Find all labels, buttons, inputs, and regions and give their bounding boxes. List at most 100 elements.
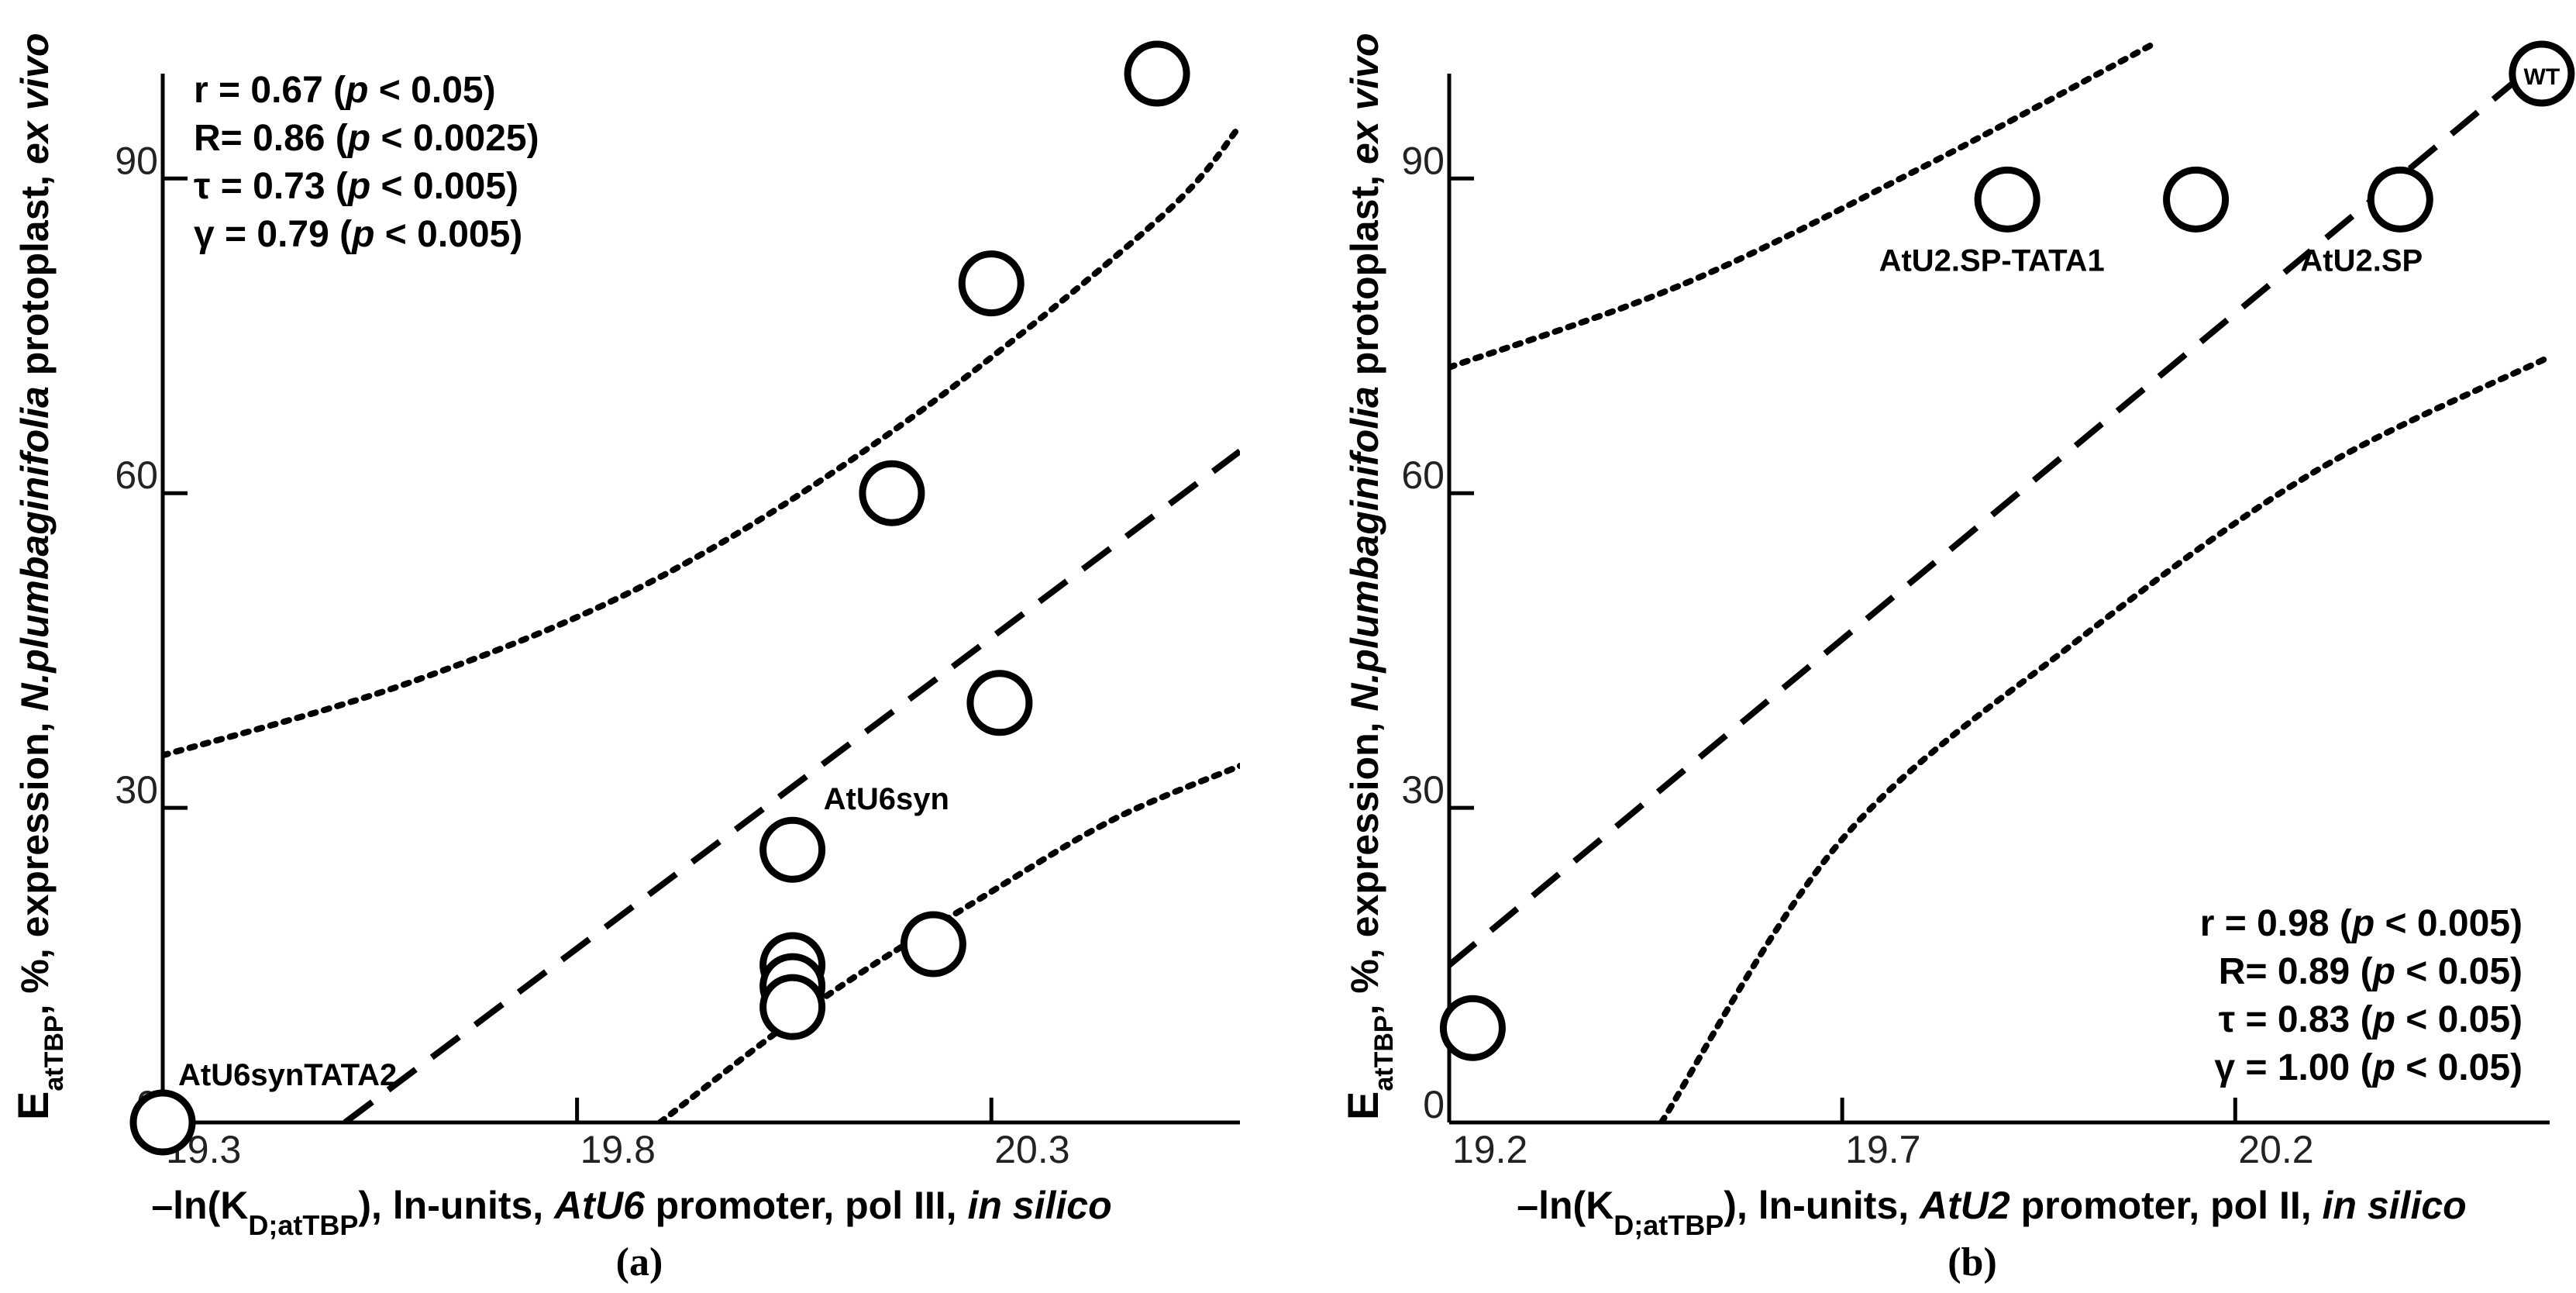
- stat-text: < 0.005): [2375, 903, 2523, 944]
- x-title-italic: AtU2: [1918, 1184, 2010, 1227]
- stat-p-symbol: p: [2371, 1047, 2395, 1088]
- x-title-text: –ln(K: [1517, 1184, 1613, 1227]
- y-title-text: , %, expression,: [1343, 712, 1386, 1015]
- data-point: [1974, 166, 2040, 233]
- point-label: AtU6syn: [824, 782, 949, 816]
- y-title-subscript: atTBP: [1369, 1015, 1399, 1091]
- confidence-band-lower: [1658, 353, 2550, 1122]
- regression-line: [1449, 50, 2550, 968]
- x-tick-label: 19.2: [1452, 1128, 1527, 1171]
- x-tick-label: 19.8: [580, 1128, 656, 1171]
- stat-text: τ = 0.83 (: [2219, 999, 2373, 1040]
- stat-text: γ = 0.79 (: [194, 214, 352, 255]
- x-tick-label: 20.2: [2238, 1128, 2313, 1171]
- x-title-subscript: D;atTBP: [248, 1209, 358, 1241]
- y-title-italic: ex vivo: [1343, 33, 1386, 164]
- stat-text: < 0.005): [370, 166, 518, 207]
- stat-line: R= 0.86 (p < 0.0025): [194, 118, 539, 159]
- stat-p-symbol: p: [350, 214, 374, 255]
- stat-p-symbol: p: [2350, 903, 2375, 944]
- x-title-text: promoter, pol II,: [2010, 1184, 2323, 1227]
- stat-text: r = 0.67 (: [194, 70, 346, 111]
- data-point: [129, 1089, 196, 1156]
- x-tick-label: 19.7: [1845, 1128, 1920, 1171]
- x-title-text: promoter, pol III,: [645, 1184, 968, 1227]
- y-tick-label: 60: [1401, 453, 1445, 497]
- x-axis-title: –ln(KD;atTBP), ln-units, AtU6 promoter, …: [151, 1184, 1111, 1241]
- stat-line: R= 0.89 (p < 0.05): [2219, 951, 2523, 992]
- stat-text: < 0.05): [2395, 999, 2523, 1040]
- data-point: [759, 816, 826, 883]
- x-title-text: ), ln-units,: [1724, 1184, 1920, 1227]
- stat-p-symbol: p: [346, 166, 370, 207]
- data-point: [2509, 40, 2575, 107]
- y-tick-label: 90: [115, 139, 158, 182]
- stat-p-symbol: p: [346, 118, 370, 159]
- chart-panel-b: 0 30 60 90 19.2 19.7 20.2 AtU2.SP-TATA1 AtU2.SP W…: [1338, 33, 2575, 1284]
- x-title-text: ), ln-units,: [358, 1184, 554, 1227]
- confidence-band-upper: [163, 122, 1240, 759]
- stat-p-symbol: p: [344, 70, 368, 111]
- y-tick-label: 0: [1423, 1083, 1445, 1126]
- data-point: [958, 250, 1025, 317]
- data-point: [966, 670, 1033, 736]
- y-tick-label: 30: [115, 768, 158, 812]
- confidence-band-lower: [656, 763, 1240, 1122]
- y-title-italic: N.plumbaginifolia: [1343, 386, 1386, 711]
- y-title-italic: ex vivo: [13, 33, 57, 164]
- stat-line: τ = 0.73 (p < 0.005): [194, 166, 518, 207]
- stat-p-symbol: p: [2371, 951, 2395, 992]
- stat-text: γ = 1.00 (: [2214, 1047, 2372, 1088]
- x-axis-title: –ln(KD;atTBP), ln-units, AtU2 promoter, …: [1517, 1184, 2466, 1241]
- y-title-text: protoplast,: [13, 164, 57, 386]
- y-axis-title: EatTBP, %, expression, N.plumbaginifolia…: [1338, 33, 1399, 1120]
- x-title-text: –ln(K: [151, 1184, 248, 1227]
- y-title-text: E: [9, 1091, 57, 1120]
- stat-line: r = 0.67 (p < 0.05): [194, 70, 496, 111]
- stat-text: < 0.05): [2395, 951, 2523, 992]
- confidence-band-upper: [1449, 39, 2160, 371]
- data-point: [1439, 995, 1506, 1061]
- stats-block: r = 0.67 (p < 0.05)R= 0.86 (p < 0.0025)τ…: [194, 70, 539, 255]
- y-title-text: , %, expression,: [13, 712, 57, 1015]
- stat-text: < 0.05): [368, 70, 495, 111]
- x-title-italic: in silico: [967, 1184, 1111, 1227]
- panel-caption: (a): [616, 1240, 663, 1284]
- stat-p-symbol: p: [2371, 999, 2395, 1040]
- regression-line: [343, 448, 1240, 1122]
- y-tick-label: 30: [1401, 768, 1445, 812]
- stat-text: r = 0.98 (: [2200, 903, 2352, 944]
- stat-line: γ = 1.00 (p < 0.05): [2214, 1047, 2523, 1088]
- y-title-text: protoplast,: [1343, 164, 1386, 386]
- y-axis-title: EatTBP, %, expression, N.plumbaginifolia…: [9, 33, 69, 1120]
- y-tick-label: 60: [115, 453, 158, 497]
- data-point: [1124, 40, 1190, 107]
- y-title-subscript: atTBP: [40, 1015, 69, 1091]
- stat-line: γ = 0.79 (p < 0.005): [194, 214, 522, 255]
- plot-area: [1449, 39, 2550, 1122]
- data-point: [900, 911, 966, 978]
- stat-text: < 0.005): [374, 214, 522, 255]
- chart-panel-a: 030609019.319.820.3AtU6synTATA2AtU6synr …: [9, 33, 1240, 1284]
- y-tick-label: 90: [1401, 139, 1445, 182]
- x-tick-label: 20.3: [994, 1128, 1069, 1171]
- stat-line: r = 0.98 (p < 0.005): [2200, 903, 2523, 944]
- stat-text: R= 0.86 (: [194, 118, 348, 159]
- stat-text: < 0.0025): [370, 118, 539, 159]
- panel-caption: (b): [1947, 1240, 1997, 1284]
- point-label: AtU6synTATA2: [178, 1058, 397, 1092]
- plot-area: [163, 122, 1240, 1122]
- y-title-italic: N.plumbaginifolia: [13, 386, 57, 711]
- point-label: AtU2.SP: [2300, 243, 2423, 278]
- stat-text: < 0.05): [2395, 1047, 2523, 1088]
- point-label: AtU2.SP-TATA1: [1879, 243, 2105, 278]
- x-title-italic: in silico: [2323, 1184, 2467, 1227]
- data-point: [759, 974, 826, 1040]
- stat-text: τ = 0.73 (: [194, 166, 348, 207]
- x-title-subscript: D;atTBP: [1613, 1209, 1724, 1241]
- stats-block: r = 0.98 (p < 0.005)R= 0.89 (p < 0.05)τ …: [2200, 903, 2523, 1088]
- stat-text: R= 0.89 (: [2219, 951, 2373, 992]
- stat-line: τ = 0.83 (p < 0.05): [2219, 999, 2523, 1040]
- data-point: [2163, 166, 2230, 233]
